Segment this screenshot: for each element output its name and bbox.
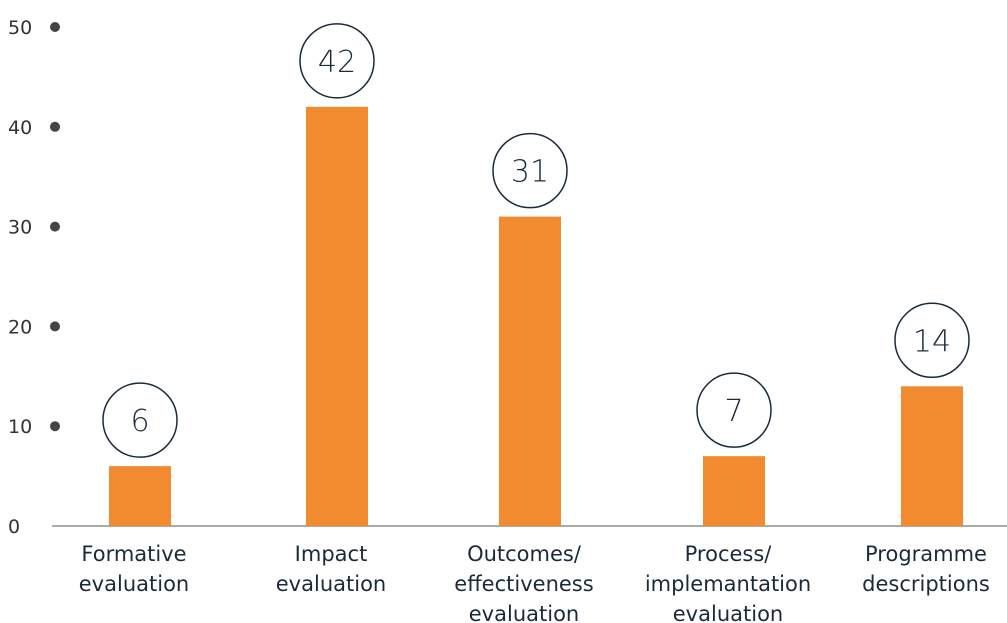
- x-tick-label: effectiveness: [454, 572, 593, 596]
- y-tick-dot: [50, 121, 60, 132]
- bar: [306, 106, 368, 526]
- bar: [901, 386, 963, 526]
- y-tick-label: 0: [8, 516, 20, 538]
- data-label: 14: [913, 324, 951, 359]
- x-tick-label: Impact: [295, 542, 368, 566]
- x-tick-label: Programme: [865, 542, 987, 566]
- x-tick-label: Process/: [685, 542, 773, 566]
- x-tick-label: evaluation: [469, 602, 579, 623]
- bar: [499, 216, 561, 526]
- data-label: 42: [318, 45, 356, 80]
- bar: [703, 456, 765, 526]
- bar: [109, 466, 171, 526]
- data-label-circle: [492, 132, 568, 209]
- y-tick-label: 30: [8, 217, 32, 239]
- x-tick-label: Formative: [81, 542, 186, 566]
- data-label: 31: [511, 155, 549, 190]
- y-tick-dot: [50, 22, 60, 32]
- y-tick-label: 40: [8, 117, 32, 139]
- x-tick-label: implemantation: [645, 572, 811, 596]
- y-tick-label: 50: [8, 17, 32, 39]
- x-tick-label: evaluation: [276, 572, 386, 596]
- y-tick-label: 20: [8, 316, 32, 338]
- data-label-circle: [102, 382, 178, 458]
- data-label: 6: [130, 404, 149, 439]
- data-label-circle: [696, 372, 772, 448]
- y-tick-dot: [50, 321, 60, 332]
- data-label-circle: [894, 302, 970, 379]
- x-tick-label: evaluation: [673, 602, 783, 623]
- data-label: 7: [724, 394, 743, 429]
- x-tick-label: descriptions: [862, 572, 990, 596]
- x-tick-label: Outcomes/: [467, 542, 582, 566]
- y-tick-dot: [50, 421, 60, 432]
- y-tick-dot: [50, 221, 60, 232]
- data-label-circle: [299, 23, 375, 99]
- y-tick-label: 10: [8, 416, 32, 438]
- x-tick-label: evaluation: [79, 572, 189, 596]
